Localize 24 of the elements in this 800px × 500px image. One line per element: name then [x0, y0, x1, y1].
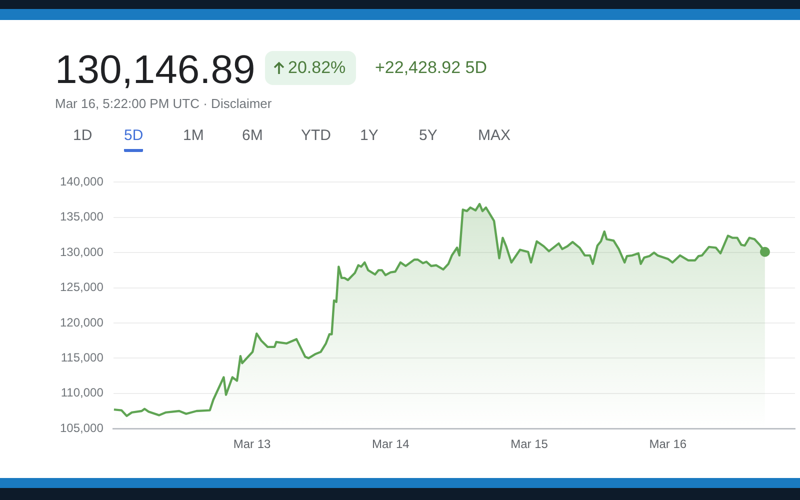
- x-tick-label: Mar 15: [510, 437, 548, 452]
- text: YTD: [301, 127, 331, 146]
- chart-title: 130,146.89: [55, 48, 256, 93]
- y-tick-label: 110,000: [60, 386, 104, 400]
- text: 5Y: [419, 127, 438, 146]
- y-tick-label: 130,000: [60, 244, 104, 259]
- text: 1D: [73, 127, 92, 146]
- y-tick-label: 120,000: [60, 315, 104, 330]
- text: 1M: [183, 127, 204, 146]
- x-tick-label: Mar 14: [372, 437, 410, 452]
- x-tick-label: Mar 16: [649, 437, 687, 452]
- y-tick-label: 105,000: [60, 420, 104, 435]
- text: 5D: [124, 127, 144, 152]
- text: 1Y: [360, 127, 378, 146]
- y-tick-label: 125,000: [60, 280, 104, 294]
- y-tick-label: 115,000: [60, 350, 104, 365]
- y-tick-label: 135,000: [60, 210, 104, 224]
- text: 20.82%: [288, 58, 346, 78]
- text: MAX: [478, 127, 511, 146]
- text: +22,428.92 5D: [375, 58, 488, 78]
- chart-subtitle: Mar 16, 5:22:00 PM UTC · Disclaimer: [55, 96, 272, 111]
- text: 6M: [242, 127, 263, 146]
- x-tick-label: Mar 13: [233, 437, 272, 452]
- y-tick-label: 140,000: [60, 174, 104, 189]
